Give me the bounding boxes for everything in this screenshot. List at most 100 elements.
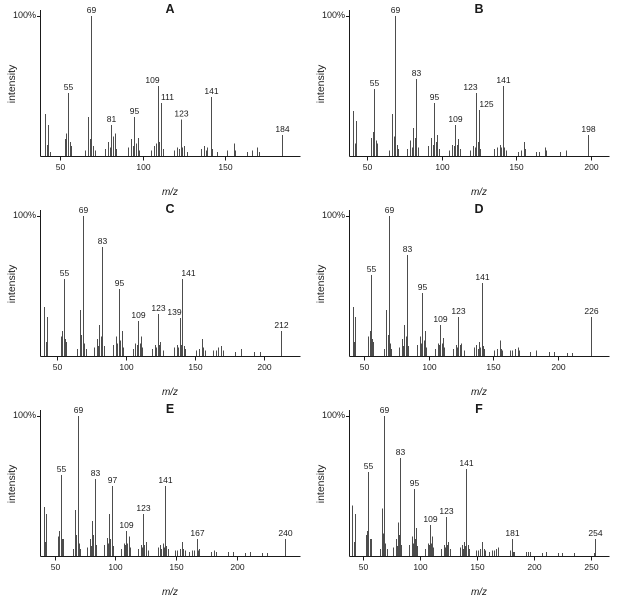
svg-text:81: 81 [107,114,117,124]
spectrum-panel-f: 100% intensity F 50 100 150 200 250 55 69 83 95 1… [309,400,618,600]
svg-text:100: 100 [108,562,122,572]
svg-text:50: 50 [53,362,63,372]
svg-text:69: 69 [380,405,390,415]
svg-text:55: 55 [57,464,67,474]
svg-text:100: 100 [119,362,133,372]
svg-text:55: 55 [60,268,70,278]
svg-text:95: 95 [115,278,125,288]
svg-text:83: 83 [98,236,108,246]
svg-text:150: 150 [486,362,500,372]
svg-text:123: 123 [451,306,465,316]
svg-text:141: 141 [181,268,195,278]
svg-text:150: 150 [188,362,202,372]
x-axis-label: m/z [161,187,179,198]
y-axis-max-label: 100% [12,10,36,20]
panel-title: C [165,202,175,216]
svg-text:69: 69 [74,405,84,415]
svg-text:200: 200 [257,362,271,372]
svg-text:50: 50 [359,562,369,572]
y-axis-max-label: 100% [321,210,345,220]
svg-text:109: 109 [131,310,145,320]
svg-text:83: 83 [91,468,101,478]
svg-text:212: 212 [274,320,288,330]
svg-text:100: 100 [422,362,436,372]
svg-text:123: 123 [174,109,188,119]
svg-text:83: 83 [403,244,413,254]
svg-text:200: 200 [527,562,541,572]
svg-text:226: 226 [584,306,598,316]
svg-text:250: 250 [584,562,598,572]
svg-text:109: 109 [448,114,462,124]
svg-text:254: 254 [588,528,602,538]
svg-text:150: 150 [218,162,232,172]
panel-title: A [165,2,175,16]
svg-text:111: 111 [161,92,174,102]
svg-text:69: 69 [385,205,395,215]
spectrum-panel-c: 100% intensity C 50 100 150 200 55 69 83 95 109 1… [0,200,309,400]
svg-text:100: 100 [435,162,449,172]
spectrum-panel-b: 100% intensity B 50 100 150 200 55 69 83 95 109 1… [309,0,618,200]
svg-text:150: 150 [470,562,484,572]
svg-text:109: 109 [119,520,133,530]
y-axis-max-label: 100% [321,10,345,20]
panel-title: D [474,202,484,216]
svg-text:123: 123 [463,82,477,92]
svg-text:139: 139 [167,307,181,317]
x-axis-label: m/z [470,587,488,598]
svg-text:167: 167 [190,528,204,538]
x-axis-label: m/z [470,187,488,198]
x-axis-label: m/z [161,587,179,598]
spectrum-panel-e: 100% intensity E 50 100 150 200 55 69 83 97 109 1… [0,400,309,600]
svg-text:100: 100 [136,162,150,172]
panel-title: F [475,402,483,416]
panel-title: B [474,2,484,16]
svg-text:109: 109 [433,314,447,324]
y-axis-max-label: 100% [12,210,36,220]
svg-text:95: 95 [418,282,428,292]
svg-text:69: 69 [87,5,97,15]
svg-text:181: 181 [505,528,519,538]
svg-text:50: 50 [363,162,373,172]
svg-text:198: 198 [581,124,595,134]
mass-spectrum-plot: 50 100 150 200 55 69 83 95 109 123 139 141 212 [37,205,301,372]
svg-text:141: 141 [475,272,489,282]
spectrum-panel-a: 100% intensity A 50 100 150 55 69 81 95 109 111 1… [0,0,309,200]
x-axis-label: m/z [161,387,179,398]
svg-text:123: 123 [439,506,453,516]
svg-text:97: 97 [108,475,118,485]
svg-text:69: 69 [391,5,401,15]
svg-text:55: 55 [370,78,380,88]
svg-text:200: 200 [551,362,565,372]
svg-text:50: 50 [360,362,370,372]
svg-text:141: 141 [459,458,473,468]
svg-text:141: 141 [204,86,218,96]
svg-text:200: 200 [230,562,244,572]
svg-text:125: 125 [479,99,493,109]
svg-text:50: 50 [51,562,61,572]
svg-text:55: 55 [364,461,374,471]
mass-spectrum-plot: 50 100 150 200 55 69 83 95 109 123 141 226 [346,205,610,372]
svg-text:55: 55 [367,264,377,274]
svg-text:83: 83 [412,68,422,78]
svg-text:83: 83 [396,447,406,457]
spectrum-panel-d: 100% intensity D 50 100 150 200 55 69 83 95 109 1… [309,200,618,400]
svg-text:95: 95 [410,478,420,488]
svg-text:184: 184 [275,124,289,134]
svg-text:50: 50 [56,162,66,172]
y-axis-max-label: 100% [321,410,345,420]
svg-text:95: 95 [430,92,440,102]
svg-text:141: 141 [158,475,172,485]
svg-text:240: 240 [278,528,292,538]
svg-text:123: 123 [151,303,165,313]
svg-text:69: 69 [79,205,89,215]
svg-text:109: 109 [423,514,437,524]
svg-text:123: 123 [136,503,150,513]
svg-text:95: 95 [130,106,140,116]
svg-text:109: 109 [145,75,159,85]
svg-text:150: 150 [169,562,183,572]
